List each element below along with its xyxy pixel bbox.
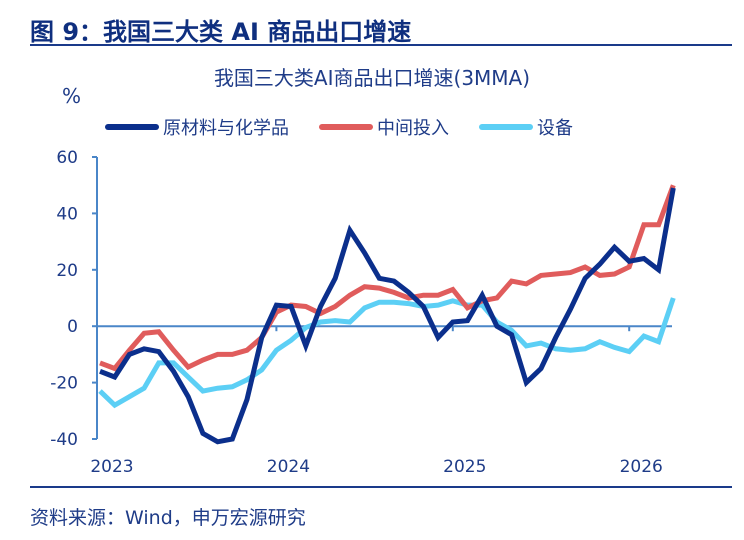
y-tick-label: -20 — [50, 374, 78, 394]
legend-swatch — [319, 124, 373, 130]
source-note: 资料来源：Wind，申万宏源研究 — [30, 507, 306, 529]
legend-swatch — [479, 124, 533, 130]
legend-swatch — [105, 124, 159, 130]
series-line-raw-materials-chemicals — [99, 187, 676, 445]
y-tick-label: 40 — [56, 204, 78, 224]
legend-label: 设备 — [537, 118, 573, 139]
legend: 原材料与化学品 中间投入 设备 — [105, 114, 573, 140]
legend-label: 中间投入 — [377, 118, 449, 139]
y-tick-label: 60 — [56, 148, 78, 168]
y-tick-label: 20 — [56, 261, 78, 281]
title-rule — [30, 44, 732, 46]
x-tick-label: 2025 — [443, 457, 486, 477]
series-line-intermediate-inputs — [99, 184, 676, 372]
y-tick-label: 0 — [67, 317, 78, 337]
series-line-equipment — [98, 297, 676, 409]
y-axis-unit: % — [62, 84, 82, 108]
legend-item: 原材料与化学品 — [105, 114, 289, 140]
x-tick-label: 2023 — [90, 457, 133, 477]
figure-title: 图 9：我国三大类 AI 商品出口增速 — [30, 18, 412, 46]
legend-label: 原材料与化学品 — [163, 118, 289, 139]
chart-title: 我国三大类AI商品出口增速(3MMA) — [213, 66, 531, 90]
x-tick-label: 2024 — [267, 457, 310, 477]
x-tick-label: 2026 — [620, 457, 663, 477]
y-tick-label: -40 — [50, 430, 78, 450]
legend-item: 中间投入 — [319, 114, 449, 140]
legend-item: 设备 — [479, 114, 573, 140]
source-rule — [30, 486, 732, 488]
